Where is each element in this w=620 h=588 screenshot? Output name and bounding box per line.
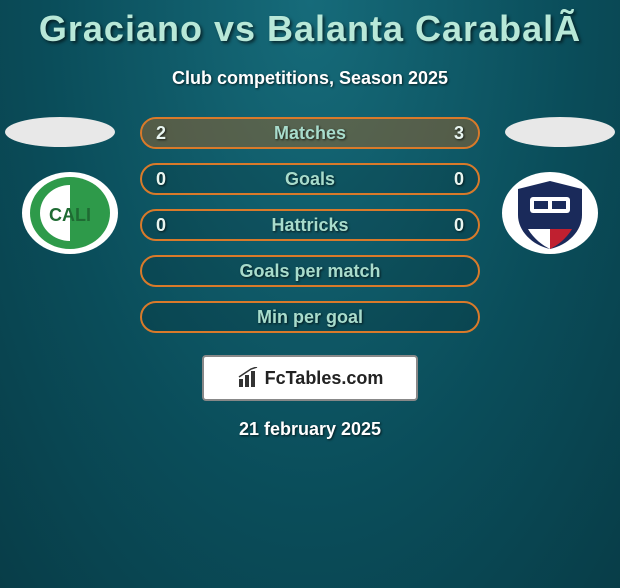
stat-label: Min per goal [257,307,363,328]
stat-row: Goals per match [140,255,480,287]
page-title: Graciano vs Balanta CarabalÃ [0,8,620,50]
stat-value-left: 2 [156,123,166,144]
date-line: 21 february 2025 [0,419,620,440]
stat-label: Goals [285,169,335,190]
page-subtitle: Club competitions, Season 2025 [0,68,620,89]
brand-chart-icon [237,367,259,389]
stat-label: Goals per match [239,261,380,282]
club-badge-left: CALI [20,171,120,256]
player-avatar-right [505,117,615,147]
stat-row: 0 Goals 0 [140,163,480,195]
comparison-panel: CALI 2 Matches 3 0 Goals 0 0 Hattricks 0 Goals pe… [0,117,620,333]
stat-value-left: 0 [156,215,166,236]
stat-value-right: 0 [454,169,464,190]
stat-label: Matches [274,123,346,144]
brand-text: FcTables.com [265,368,384,389]
stat-label: Hattricks [271,215,348,236]
stat-row: 0 Hattricks 0 [140,209,480,241]
stats-list: 2 Matches 3 0 Goals 0 0 Hattricks 0 Goals per mat… [140,117,480,333]
brand-box: FcTables.com [202,355,418,401]
stat-value-right: 3 [454,123,464,144]
stat-value-right: 0 [454,215,464,236]
player-avatar-left [5,117,115,147]
stat-row: Min per goal [140,301,480,333]
svg-text:CALI: CALI [49,205,91,225]
stat-row: 2 Matches 3 [140,117,480,149]
stat-value-left: 0 [156,169,166,190]
club-badge-right [500,171,600,256]
